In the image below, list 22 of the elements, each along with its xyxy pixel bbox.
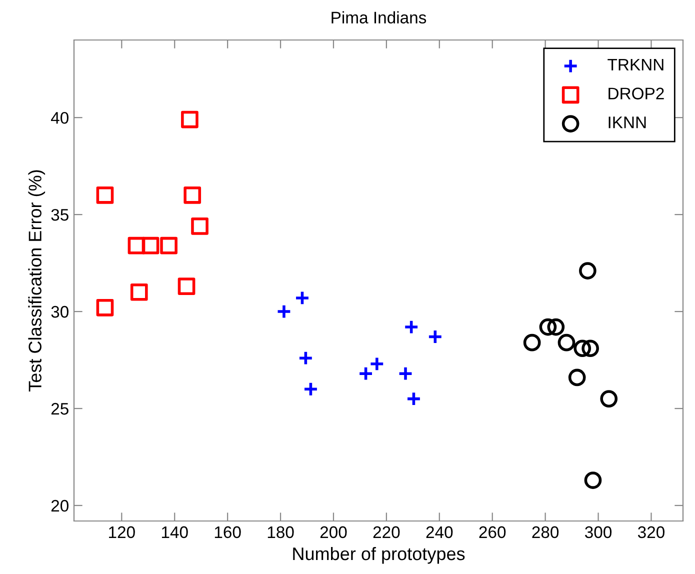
y-tick-label: 35 [51,208,68,221]
x-tick-label: 200 [320,526,347,538]
y-tick-label: 25 [51,402,68,415]
x-tick-label: 160 [214,526,241,538]
legend-label: IKNN [608,116,646,128]
x-axis-title: Number of prototypes [293,546,465,564]
x-tick-label: 320 [638,526,664,538]
legend-label: TRKNN [608,58,664,70]
x-tick-label: 180 [268,526,294,538]
y-tick-label: 30 [51,306,68,318]
y-tick-label: 40 [50,112,68,124]
legend-label: DROP2 [608,88,664,100]
y-axis-title: Test Classification Error (%) [28,170,46,392]
x-tick-label: 300 [585,526,612,538]
x-tick-label: 140 [162,526,188,538]
x-tick-label: 220 [373,526,400,538]
x-tick-label: 260 [479,526,506,538]
chart-title: Pima Indians [332,11,426,24]
x-tick-label: 280 [532,526,559,538]
x-tick-label: 240 [426,526,453,538]
x-tick-label: 120 [109,526,135,538]
y-tick-label: 20 [51,500,68,512]
